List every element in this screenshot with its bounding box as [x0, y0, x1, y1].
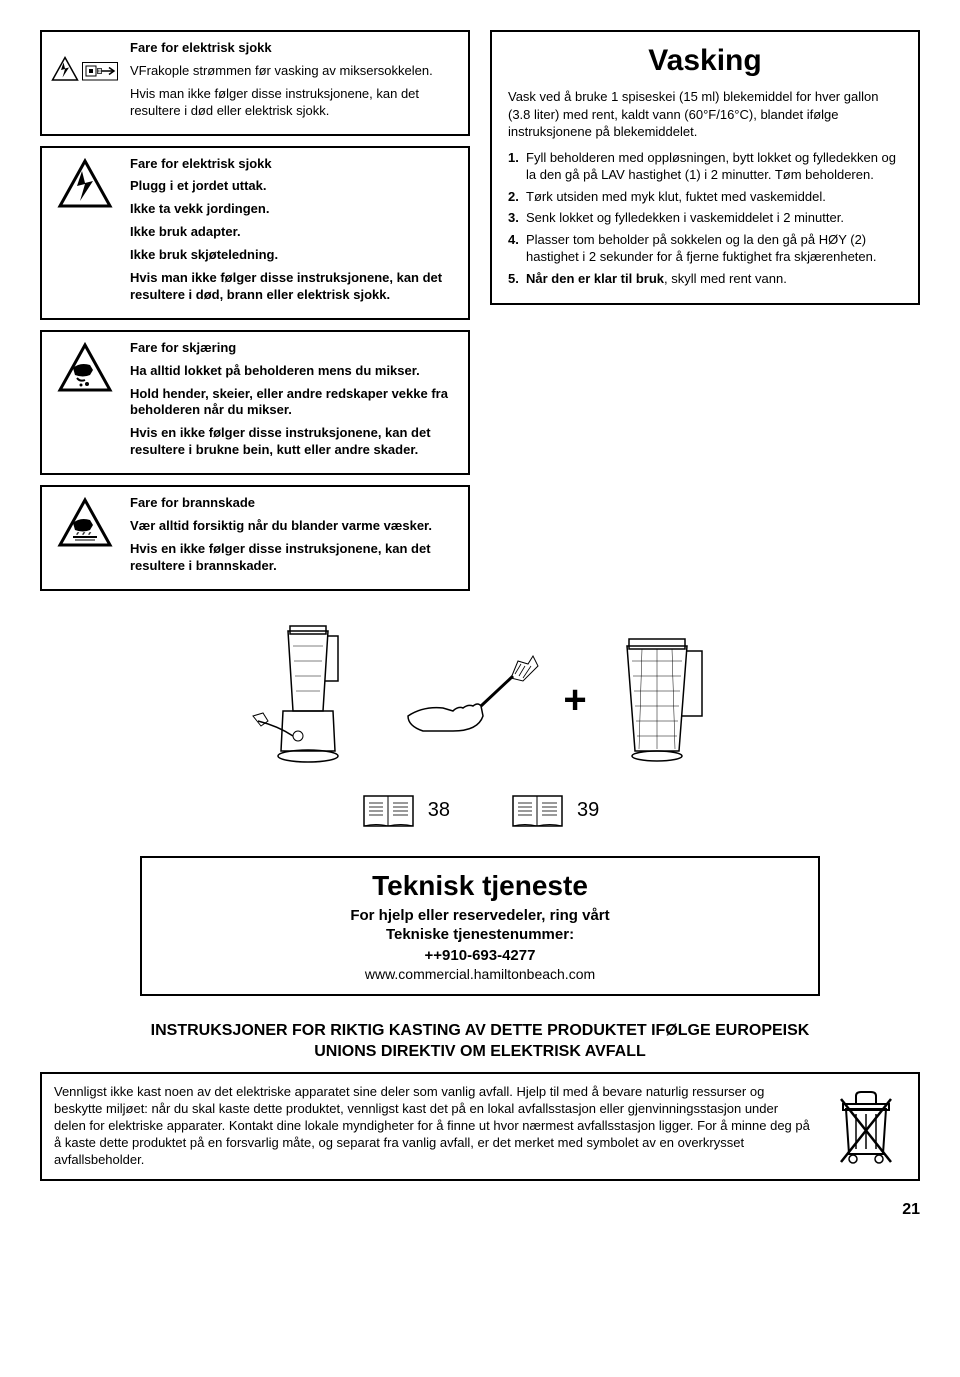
warning-line: Vær alltid forsiktig når du blander varm…	[130, 518, 460, 535]
vasking-steps: 1.Fyll beholderen med oppløsningen, bytt…	[508, 149, 902, 288]
disposal-text: Vennligst ikke kast noen av det elektris…	[54, 1084, 811, 1169]
step-num: 3.	[508, 209, 526, 227]
warning-title: Fare for skjæring	[130, 340, 236, 355]
brush-hand-illustration	[393, 636, 543, 766]
teknisk-line1: For hjelp eller reservedeler, ring vårt	[154, 906, 806, 926]
step-text: Fyll beholderen med oppløsningen, bytt l…	[526, 149, 902, 184]
manual-page-num: 38	[428, 799, 450, 822]
warning-line: Hvis en ikke følger disse instruksjonene…	[130, 541, 460, 575]
teknisk-phone: ++910-693-4277	[154, 947, 806, 964]
page-number: 21	[40, 1201, 920, 1219]
warning-line: Hold hender, skeier, eller andre redskap…	[130, 386, 460, 420]
teknisk-url: www.commercial.hamiltonbeach.com	[154, 966, 806, 982]
manual-icon	[361, 791, 416, 831]
manual-page-num: 39	[577, 799, 599, 822]
warning-text: Fare for elektrisk sjokk VFrakople strøm…	[130, 40, 460, 126]
illustration-row: +	[40, 621, 920, 781]
step-num: 1.	[508, 149, 526, 184]
manual-icon	[510, 791, 565, 831]
warning-line: Hvis man ikke følger disse instruksjonen…	[130, 270, 460, 304]
vasking-title: Vasking	[508, 44, 902, 78]
warnings-column: Fare for elektrisk sjokk VFrakople strøm…	[40, 30, 470, 591]
disposal-box: Vennligst ikke kast noen av det elektris…	[40, 1072, 920, 1181]
blender-illustration	[243, 621, 373, 781]
step-num: 2.	[508, 188, 526, 206]
warning-text: Fare for brannskade Vær alltid forsiktig…	[130, 495, 460, 581]
warning-line: Ikke bruk adapter.	[130, 224, 460, 241]
warning-line: Ikke ta vekk jordingen.	[130, 201, 460, 218]
top-section: Fare for elektrisk sjokk VFrakople strøm…	[40, 30, 920, 591]
warning-line: Ha alltid lokket på beholderen mens du m…	[130, 363, 460, 380]
burn-icon	[50, 495, 120, 581]
warning-box-shock-ground: Fare for elektrisk sjokk Plugg i et jord…	[40, 146, 470, 320]
manual-ref-left: 38	[361, 791, 450, 831]
warning-text: Fare for skjæring Ha alltid lokket på be…	[130, 340, 460, 465]
step-num: 5.	[508, 270, 526, 288]
step-text: Plasser tom beholder på sokkelen og la d…	[526, 231, 902, 266]
step-text: Senk lokket og fylledekken i vaskemiddel…	[526, 209, 902, 227]
warning-line: Hvis en ikke følger disse instruksjonene…	[130, 425, 460, 459]
warning-title: Fare for elektrisk sjokk	[130, 40, 272, 55]
teknisk-title: Teknisk tjeneste	[154, 870, 806, 902]
step-num: 4.	[508, 231, 526, 266]
warning-box-cutting: Fare for skjæring Ha alltid lokket på be…	[40, 330, 470, 475]
warning-line: Ikke bruk skjøteledning.	[130, 247, 460, 264]
disposal-title: INSTRUKSJONER FOR RIKTIG KASTING AV DETT…	[40, 1021, 920, 1063]
cutting-icon	[50, 340, 120, 465]
step-text: Når den er klar til bruk, skyll med rent…	[526, 270, 902, 288]
warning-text: Fare for elektrisk sjokk Plugg i et jord…	[130, 156, 460, 310]
jar-illustration	[607, 631, 717, 771]
warning-line: Hvis man ikke følger disse instruksjonen…	[130, 86, 460, 120]
vasking-column: Vasking Vask ved å bruke 1 spiseskei (15…	[490, 30, 920, 591]
warning-line: VFrakople strømmen før vasking av mikser…	[130, 63, 460, 80]
manual-ref-right: 39	[510, 791, 599, 831]
warning-title: Fare for brannskade	[130, 495, 255, 510]
shock-unplug-icon	[50, 40, 120, 126]
weee-icon	[826, 1084, 906, 1169]
vasking-box: Vasking Vask ved å bruke 1 spiseskei (15…	[490, 30, 920, 305]
warning-box-shock-unplug: Fare for elektrisk sjokk VFrakople strøm…	[40, 30, 470, 136]
teknisk-box: Teknisk tjeneste For hjelp eller reserve…	[140, 856, 820, 996]
vasking-intro: Vask ved å bruke 1 spiseskei (15 ml) ble…	[508, 88, 902, 141]
manual-pages-row: 38 39	[40, 791, 920, 831]
step-text: Tørk utsiden med myk klut, fuktet med va…	[526, 188, 902, 206]
warning-box-burn: Fare for brannskade Vær alltid forsiktig…	[40, 485, 470, 591]
teknisk-line2: Tekniske tjenestenummer:	[154, 925, 806, 945]
plus-icon: +	[563, 678, 586, 723]
warning-line: Plugg i et jordet uttak.	[130, 178, 460, 195]
warning-title: Fare for elektrisk sjokk	[130, 156, 272, 171]
shock-icon	[50, 156, 120, 310]
